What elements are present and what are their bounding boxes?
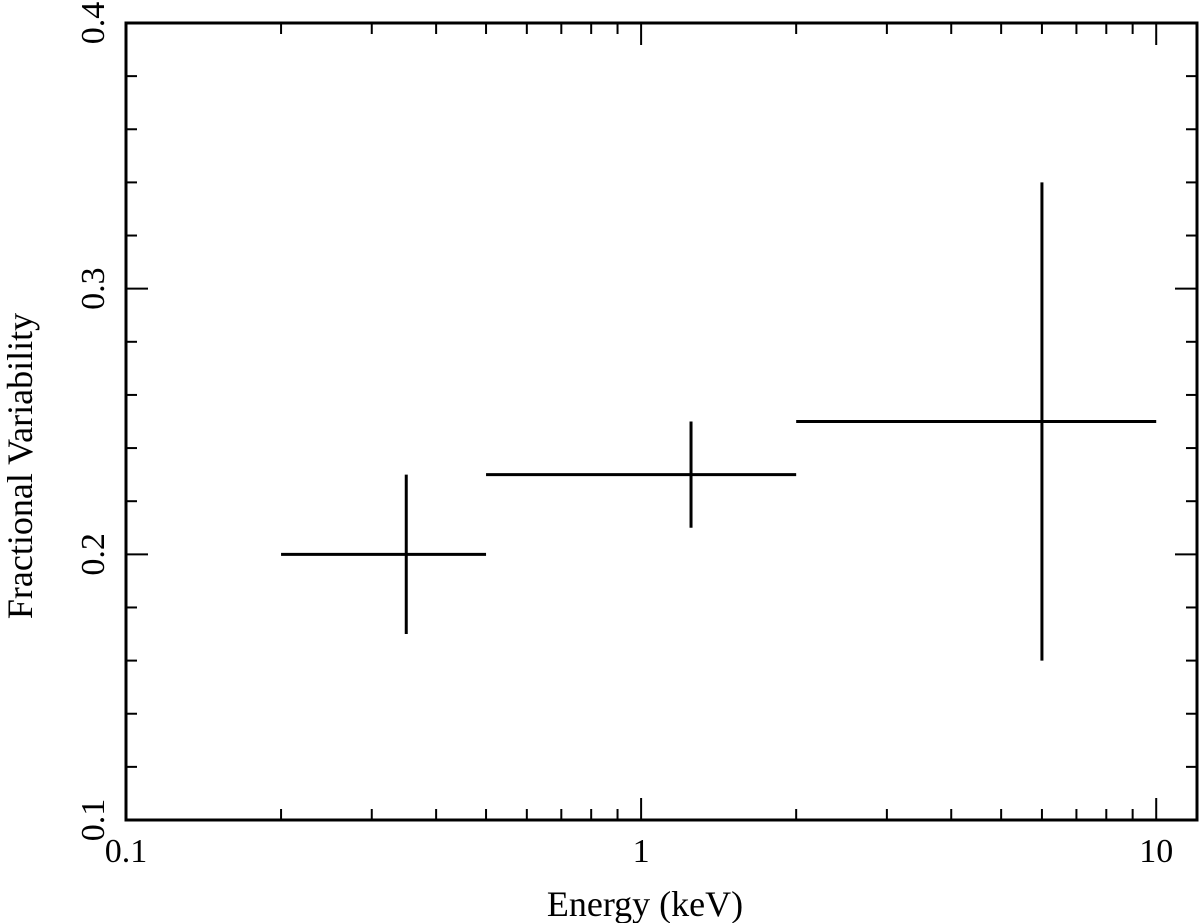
x-tick-label: 0.1 [105, 833, 148, 870]
tick-labels: 0.1 1 10 0.1 0.2 0.3 0.4 [75, 2, 1173, 870]
y-tick-label: 0.2 [75, 533, 112, 576]
x-tick-label: 10 [1139, 833, 1173, 870]
y-tick-label: 0.1 [75, 799, 112, 842]
x-tick-label: 1 [633, 833, 650, 870]
data-point [281, 474, 487, 635]
y-axis-title: Fractional Variability [0, 313, 40, 619]
x-axis-title: Energy (keV) [547, 884, 743, 923]
data-point [796, 182, 1157, 661]
data-point [486, 421, 797, 528]
data-marks [281, 182, 1157, 661]
plot-frame [124, 21, 1199, 822]
y-tick-label: 0.3 [75, 267, 112, 310]
axis-ticks [125, 22, 1197, 821]
y-tick-label: 0.4 [75, 2, 112, 45]
